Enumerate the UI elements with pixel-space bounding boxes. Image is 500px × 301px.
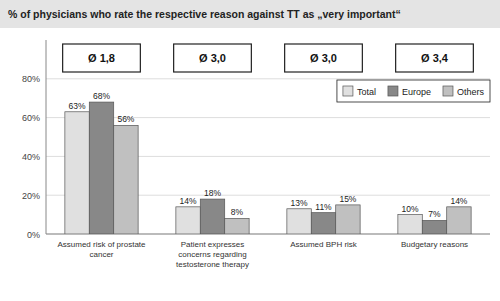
y-tick-label: 40%: [22, 152, 40, 162]
bar: [422, 220, 446, 234]
data-labels: 63% 14% 13% 10% 68% 18% 11% 7% 56% 8% 15% 14%: [69, 91, 468, 219]
bar: [447, 207, 471, 234]
annotation: Ø 1,8: [88, 52, 115, 64]
annotation-box: [285, 44, 363, 72]
bar: [200, 199, 224, 234]
annotation-box: [63, 44, 141, 72]
y-tick-label: 60%: [22, 113, 40, 123]
x-tick-label: Budgetary reasons: [401, 240, 468, 249]
legend-swatch: [388, 86, 398, 96]
data-label: 18%: [204, 188, 221, 198]
data-label: 14%: [450, 196, 467, 206]
legend-swatch: [443, 86, 453, 96]
data-label: 15%: [339, 194, 356, 204]
grid-line: [46, 78, 490, 79]
annotation-box: [174, 44, 252, 72]
bar: [336, 205, 360, 234]
bar: [89, 102, 113, 234]
bars: [65, 102, 471, 234]
data-label: 68%: [93, 91, 110, 101]
data-label: 56%: [117, 114, 134, 124]
legend-label: Total: [357, 87, 376, 97]
legend: Total Europe Others: [337, 80, 490, 102]
annotation: Ø 3,4: [421, 52, 449, 64]
legend-swatch: [343, 86, 353, 96]
x-tick-label: Patient expressesconcerns regardingtesto…: [176, 240, 249, 269]
legend-frame: [337, 80, 490, 102]
bar: [311, 213, 335, 234]
y-tick-label: 80%: [22, 74, 40, 84]
bar: [65, 112, 89, 234]
bar: [287, 209, 311, 234]
data-label: 8%: [231, 207, 244, 217]
annotation-box: [396, 44, 474, 72]
y-tick-label: 20%: [22, 191, 40, 201]
data-label: 7%: [428, 209, 441, 219]
data-label: 11%: [315, 202, 332, 212]
bar: [225, 218, 249, 234]
x-tick-label: Assumed risk of prostatecancer: [57, 240, 146, 259]
title: % of physicians who rate the respective …: [8, 8, 401, 20]
bar: [176, 207, 200, 234]
y-axis-line: [46, 40, 47, 234]
bar: [398, 215, 422, 234]
annotation: Ø 3,0: [310, 52, 337, 64]
chart: % of physicians who rate the respective …: [0, 0, 500, 301]
data-label: 14%: [180, 196, 197, 206]
annotation: Ø 3,0: [199, 52, 226, 64]
x-tick-label: Assumed BPH risk: [290, 240, 358, 249]
data-label: 63%: [69, 101, 86, 111]
legend-label: Europe: [402, 87, 431, 97]
title-strip: [0, 0, 500, 28]
data-label: 10%: [402, 204, 419, 214]
data-label: 13%: [291, 198, 308, 208]
legend-label: Others: [457, 87, 485, 97]
y-tick-label: 0%: [27, 230, 40, 240]
bar: [114, 125, 138, 234]
grid: [46, 79, 490, 234]
